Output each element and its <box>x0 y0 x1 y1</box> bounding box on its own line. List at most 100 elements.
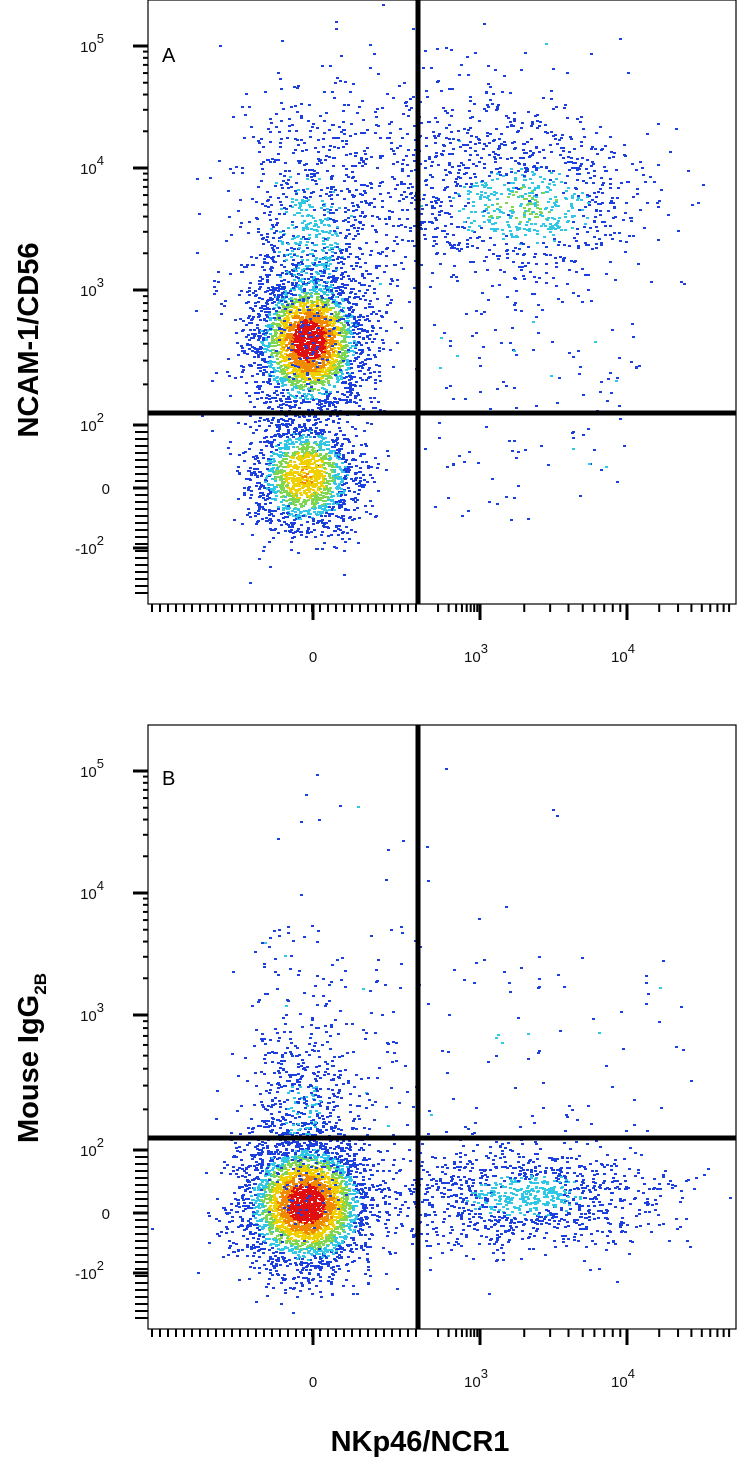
event-dot <box>285 259 288 261</box>
event-dot <box>258 558 261 560</box>
event-dot <box>271 361 274 363</box>
event-dot <box>368 320 371 322</box>
event-dot <box>286 354 289 356</box>
event-dot <box>340 322 343 324</box>
event-dot <box>301 281 304 283</box>
event-dot <box>323 309 326 311</box>
event-dot <box>246 291 249 293</box>
event-dot <box>267 382 270 384</box>
event-dot <box>280 236 283 238</box>
event-dot <box>264 361 267 363</box>
event-dot <box>301 487 304 489</box>
event-dot <box>261 391 264 393</box>
event-dot <box>311 353 314 355</box>
event-dot <box>243 494 246 496</box>
event-dot <box>288 118 291 120</box>
event-dot <box>283 213 286 215</box>
event-dot <box>286 249 289 251</box>
event-dot <box>281 382 284 384</box>
event-dot <box>327 332 330 334</box>
event-dot <box>339 355 342 357</box>
event-dot <box>201 415 204 417</box>
event-dot <box>264 311 267 313</box>
event-dot <box>313 472 316 474</box>
event-dot <box>353 318 356 320</box>
event-dot <box>423 234 426 236</box>
event-dot <box>321 387 324 389</box>
event-dot <box>297 552 300 554</box>
event-dot <box>253 463 256 465</box>
event-dot <box>280 469 283 471</box>
event-dot <box>302 236 305 238</box>
event-dot <box>364 153 367 155</box>
event-dot <box>341 335 344 337</box>
event-dot <box>266 316 269 318</box>
event-dot <box>286 389 289 391</box>
event-dot <box>281 309 284 311</box>
event-dot <box>275 312 278 314</box>
event-dot <box>267 493 270 495</box>
event-dot <box>342 121 345 123</box>
event-dot <box>336 493 339 495</box>
event-dot <box>282 306 285 308</box>
event-dot <box>254 512 257 514</box>
event-dot <box>338 207 341 209</box>
event-dot <box>310 394 313 396</box>
event-dot <box>286 271 289 273</box>
event-dot <box>283 318 286 320</box>
event-dot <box>266 311 269 313</box>
event-dot <box>325 453 328 455</box>
event-dot <box>300 388 303 390</box>
event-dot <box>332 421 335 423</box>
event-dot <box>378 347 381 349</box>
event-dot <box>259 367 262 369</box>
event-dot <box>259 280 262 282</box>
event-dot <box>277 294 280 296</box>
event-dot <box>269 319 272 321</box>
event-dot <box>278 484 281 486</box>
event-dot <box>302 434 305 436</box>
event-dot <box>275 486 278 488</box>
event-dot <box>373 338 376 340</box>
event-dot <box>266 495 269 497</box>
event-dot <box>268 274 271 276</box>
event-dot <box>345 369 348 371</box>
event-dot <box>310 495 313 497</box>
event-dot <box>322 313 325 315</box>
event-dot <box>316 366 319 368</box>
event-dot <box>246 353 249 355</box>
event-dot <box>340 274 343 276</box>
event-dot <box>288 313 291 315</box>
event-dot <box>342 454 345 456</box>
event-dot <box>310 386 313 388</box>
event-dot <box>279 361 282 363</box>
event-dot <box>347 329 350 331</box>
event-dot <box>272 237 275 239</box>
event-dot <box>325 472 328 474</box>
event-dot <box>326 482 329 484</box>
event-dot <box>280 377 283 379</box>
event-dot <box>248 395 251 397</box>
event-dot <box>341 347 344 349</box>
event-dot <box>370 187 373 189</box>
event-dot <box>302 467 305 469</box>
event-dot <box>284 301 287 303</box>
event-dot <box>314 259 317 261</box>
event-dot <box>328 393 331 395</box>
event-dot <box>345 154 348 156</box>
event-dot <box>295 311 298 313</box>
event-dot <box>329 372 332 374</box>
event-dot <box>224 300 227 302</box>
event-dot <box>285 345 288 347</box>
event-dot <box>258 506 261 508</box>
event-dot <box>359 467 362 469</box>
event-dot <box>300 524 303 526</box>
event-dot <box>280 328 283 330</box>
event-dot <box>340 488 343 490</box>
event-dot <box>291 201 294 203</box>
event-dot <box>334 350 337 352</box>
event-dot <box>310 360 313 362</box>
event-dot <box>315 464 318 466</box>
event-dot <box>294 242 297 244</box>
event-dot <box>347 367 350 369</box>
